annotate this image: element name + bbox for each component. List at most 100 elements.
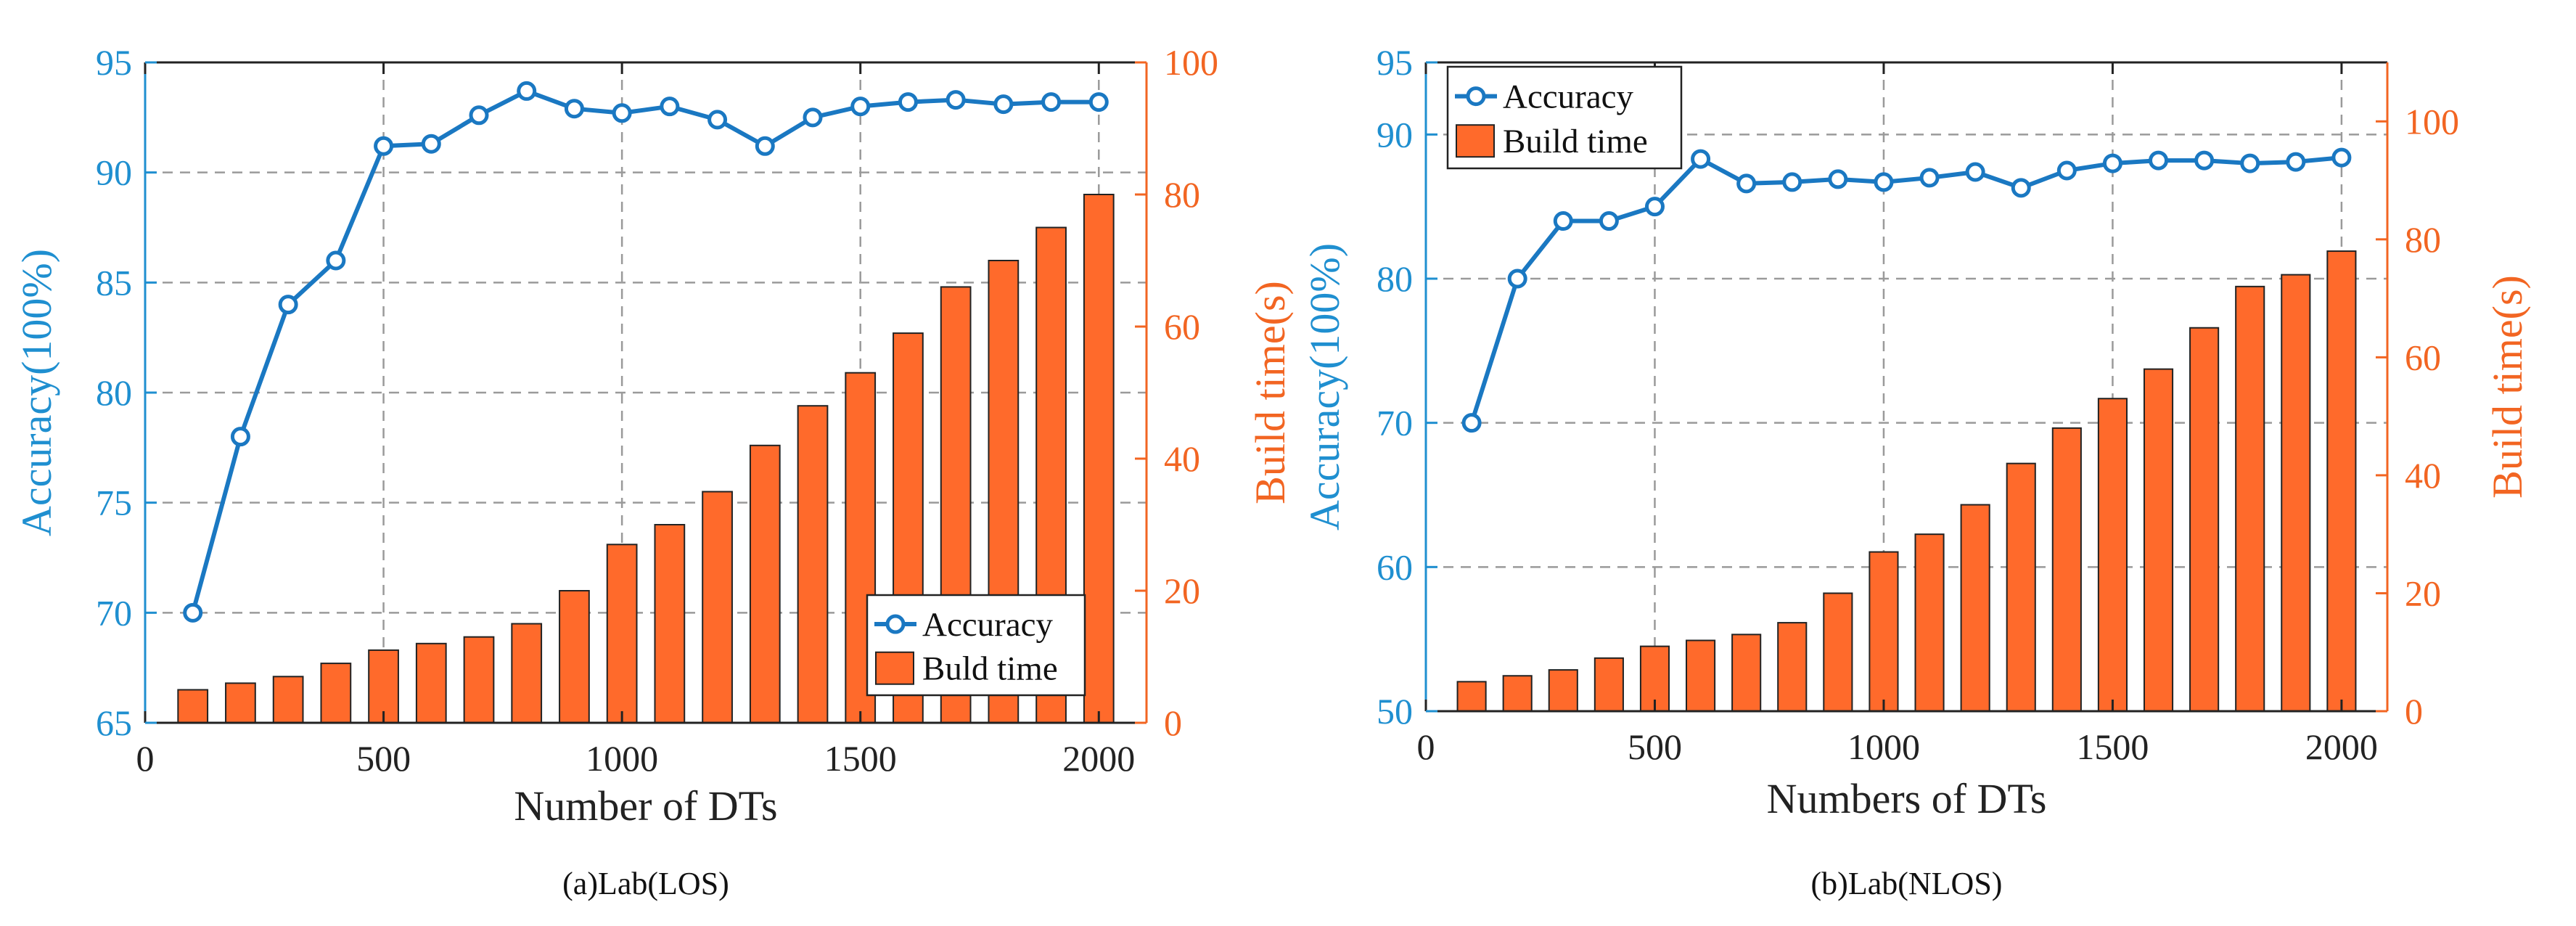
- data-point: [1828, 169, 1848, 189]
- data-point: [1691, 149, 1711, 169]
- data-point: [2286, 152, 2306, 172]
- bar: [749, 444, 781, 724]
- tick-label-y-left: 90: [1377, 114, 1413, 155]
- data-point: [2102, 153, 2122, 173]
- legend-bar-swatch: [1456, 124, 1495, 158]
- panel-caption: (a)Lab(LOS): [562, 866, 729, 901]
- chart-panel-a: 0 500 1000 1500 2000 65 70 75 80 85 90 95 0 20 40 60 80 1…: [13, 42, 1294, 901]
- data-point: [2194, 150, 2215, 171]
- data-point: [469, 105, 489, 126]
- data-point: [1088, 92, 1109, 112]
- tick-label-y-right: 80: [2405, 219, 2441, 260]
- legend-label-accuracy: Accuracy: [1503, 78, 1634, 116]
- bar: [1869, 551, 1899, 713]
- tick-label-x: 2000: [1062, 738, 1135, 779]
- legend-label-accuracy: Accuracy: [922, 606, 1054, 644]
- tick-label-y-right: 0: [2405, 691, 2423, 732]
- tick-label-y-right: 100: [2405, 101, 2459, 142]
- bar: [177, 689, 209, 724]
- tick-label-y-right: 100: [1164, 42, 1218, 83]
- bar: [463, 636, 495, 724]
- bar: [2326, 250, 2357, 712]
- tick-label-y-right: 20: [1164, 570, 1200, 611]
- bar: [320, 663, 352, 724]
- tick-label-y-left: 90: [96, 152, 132, 193]
- bar: [1456, 681, 1487, 713]
- x-axis-title: Number of DTs: [514, 782, 777, 829]
- tick-label-x: 500: [1628, 726, 1682, 767]
- bar: [797, 405, 829, 724]
- data-point: [2149, 150, 2169, 171]
- bar-series: [1456, 250, 2357, 713]
- data-point: [707, 110, 728, 130]
- tick-label-x: 0: [136, 738, 155, 779]
- tick-label-y-left: 70: [96, 592, 132, 633]
- y-axis-title-left: Accuracy(100%): [1301, 243, 1348, 530]
- y-axis-title-right: Build time(s): [1247, 281, 1294, 504]
- tick-label-y-left: 70: [1377, 403, 1413, 443]
- data-point: [1507, 269, 1527, 289]
- x-axis-title: Numbers of DTs: [1767, 775, 2047, 822]
- data-point: [993, 94, 1014, 115]
- tick-label-y-left: 85: [96, 262, 132, 303]
- bar: [2051, 427, 2082, 713]
- data-point: [2240, 153, 2260, 173]
- data-point: [755, 136, 775, 156]
- bar: [1502, 675, 1533, 713]
- data-point: [1919, 168, 1940, 188]
- bar: [1548, 669, 1578, 712]
- bar: [1777, 622, 1808, 712]
- axes: 0 500 1000 1500 2000 50 60 70 80 90 95 0 20 40 60 80 100: [1377, 42, 2459, 767]
- data-point: [1736, 173, 1757, 194]
- tick-label-y-left: 65: [96, 702, 132, 743]
- legend: Accuracy Buld time: [866, 594, 1086, 697]
- bar: [1960, 504, 1990, 713]
- tick-label-y-right: 40: [2405, 455, 2441, 496]
- tick-label-y-left: 80: [1377, 258, 1413, 299]
- data-point: [183, 602, 203, 623]
- tick-label-y-left: 80: [96, 372, 132, 413]
- legend-bar-swatch: [875, 651, 914, 685]
- tick-label-y-left: 75: [96, 483, 132, 523]
- bar: [2281, 274, 2311, 712]
- accuracy-markers: [1461, 147, 2352, 433]
- bar: [606, 544, 638, 724]
- data-point: [803, 107, 823, 128]
- accuracy-markers: [183, 81, 1109, 623]
- bar: [1686, 639, 1716, 712]
- tick-label-y-left: 60: [1377, 546, 1413, 587]
- data-point: [564, 99, 584, 119]
- tick-label-x: 500: [356, 738, 411, 779]
- data-point: [1644, 197, 1665, 217]
- tick-label-y-right: 60: [2405, 337, 2441, 377]
- bar: [2143, 368, 2174, 712]
- legend: Accuracy Build time: [1446, 65, 1683, 170]
- bar: [1083, 194, 1115, 724]
- bar: [654, 524, 686, 724]
- data-point: [660, 97, 680, 117]
- bar: [2097, 398, 2128, 712]
- data-point: [2011, 178, 2031, 198]
- data-point: [898, 92, 918, 112]
- data-point: [1553, 211, 1573, 232]
- tick-label-x: 1000: [1847, 726, 1920, 767]
- bar-series: [177, 194, 1115, 724]
- data-point: [1461, 413, 1482, 433]
- bar: [1823, 592, 1853, 712]
- data-point: [278, 295, 298, 315]
- legend-label-build: Build time: [1503, 123, 1648, 160]
- data-point: [946, 90, 966, 110]
- legend-marker-swatch: [885, 614, 906, 634]
- legend-label-build: Buld time: [922, 650, 1058, 688]
- y-axis-title-right: Build time(s): [2484, 275, 2531, 499]
- tick-label-x: 1500: [824, 738, 897, 779]
- data-point: [2331, 147, 2352, 168]
- panel-caption: (b)Lab(NLOS): [1811, 866, 2003, 901]
- tick-label-y-left: 95: [96, 42, 132, 83]
- bar: [1731, 634, 1762, 713]
- tick-label-y-right: 40: [1164, 438, 1200, 479]
- legend-marker-swatch: [1466, 86, 1486, 107]
- y-axis-title-left: Accuracy(100%): [13, 249, 60, 536]
- data-point: [1874, 172, 1894, 192]
